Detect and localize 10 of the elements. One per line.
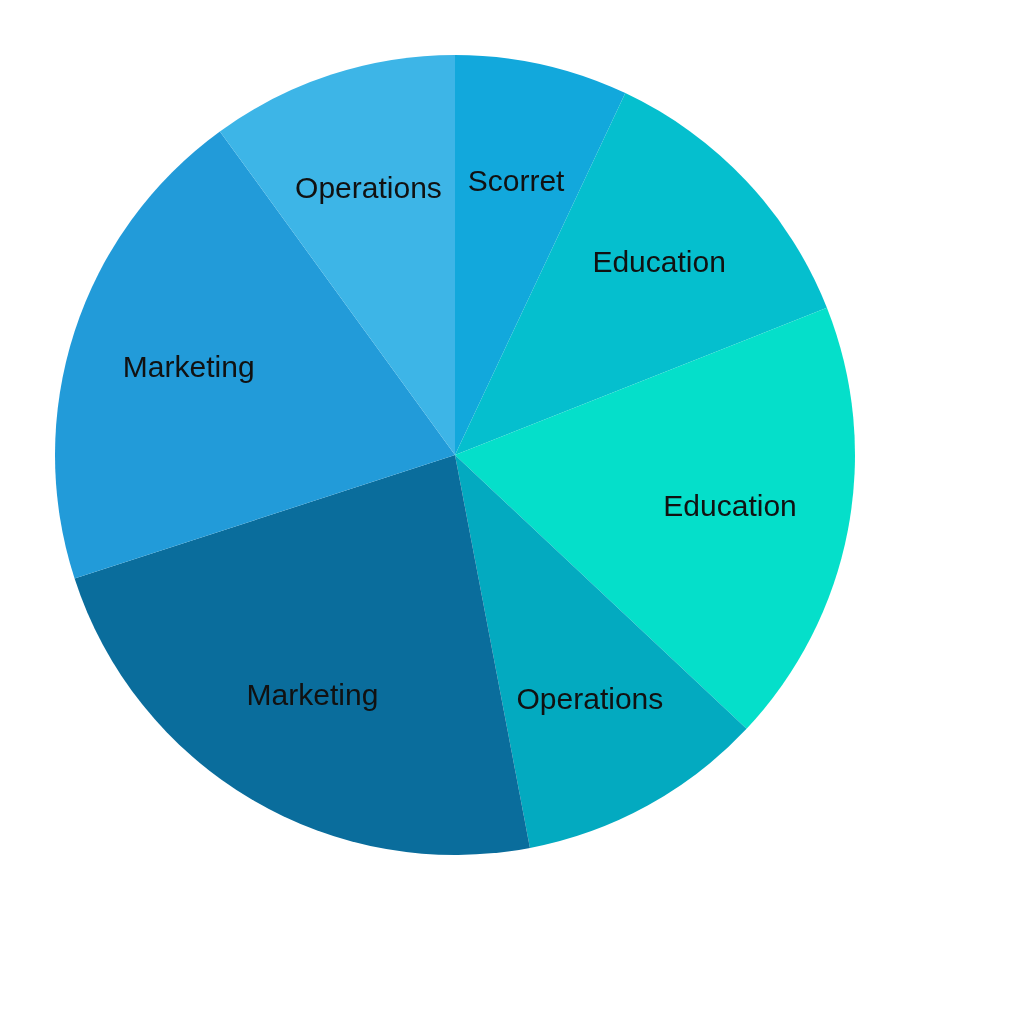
slice-label: Operations — [516, 682, 664, 716]
pie-slice — [55, 131, 455, 579]
slice-label: Scorret — [467, 163, 566, 197]
slice-label: Education — [592, 245, 726, 279]
slice-label: Marketing — [122, 350, 255, 384]
pie-slice — [455, 307, 855, 729]
pie-slice — [455, 93, 827, 455]
slice-label: Marketing — [246, 678, 379, 712]
slice-label: Operations — [295, 170, 442, 204]
slice-label: Education — [663, 489, 797, 523]
